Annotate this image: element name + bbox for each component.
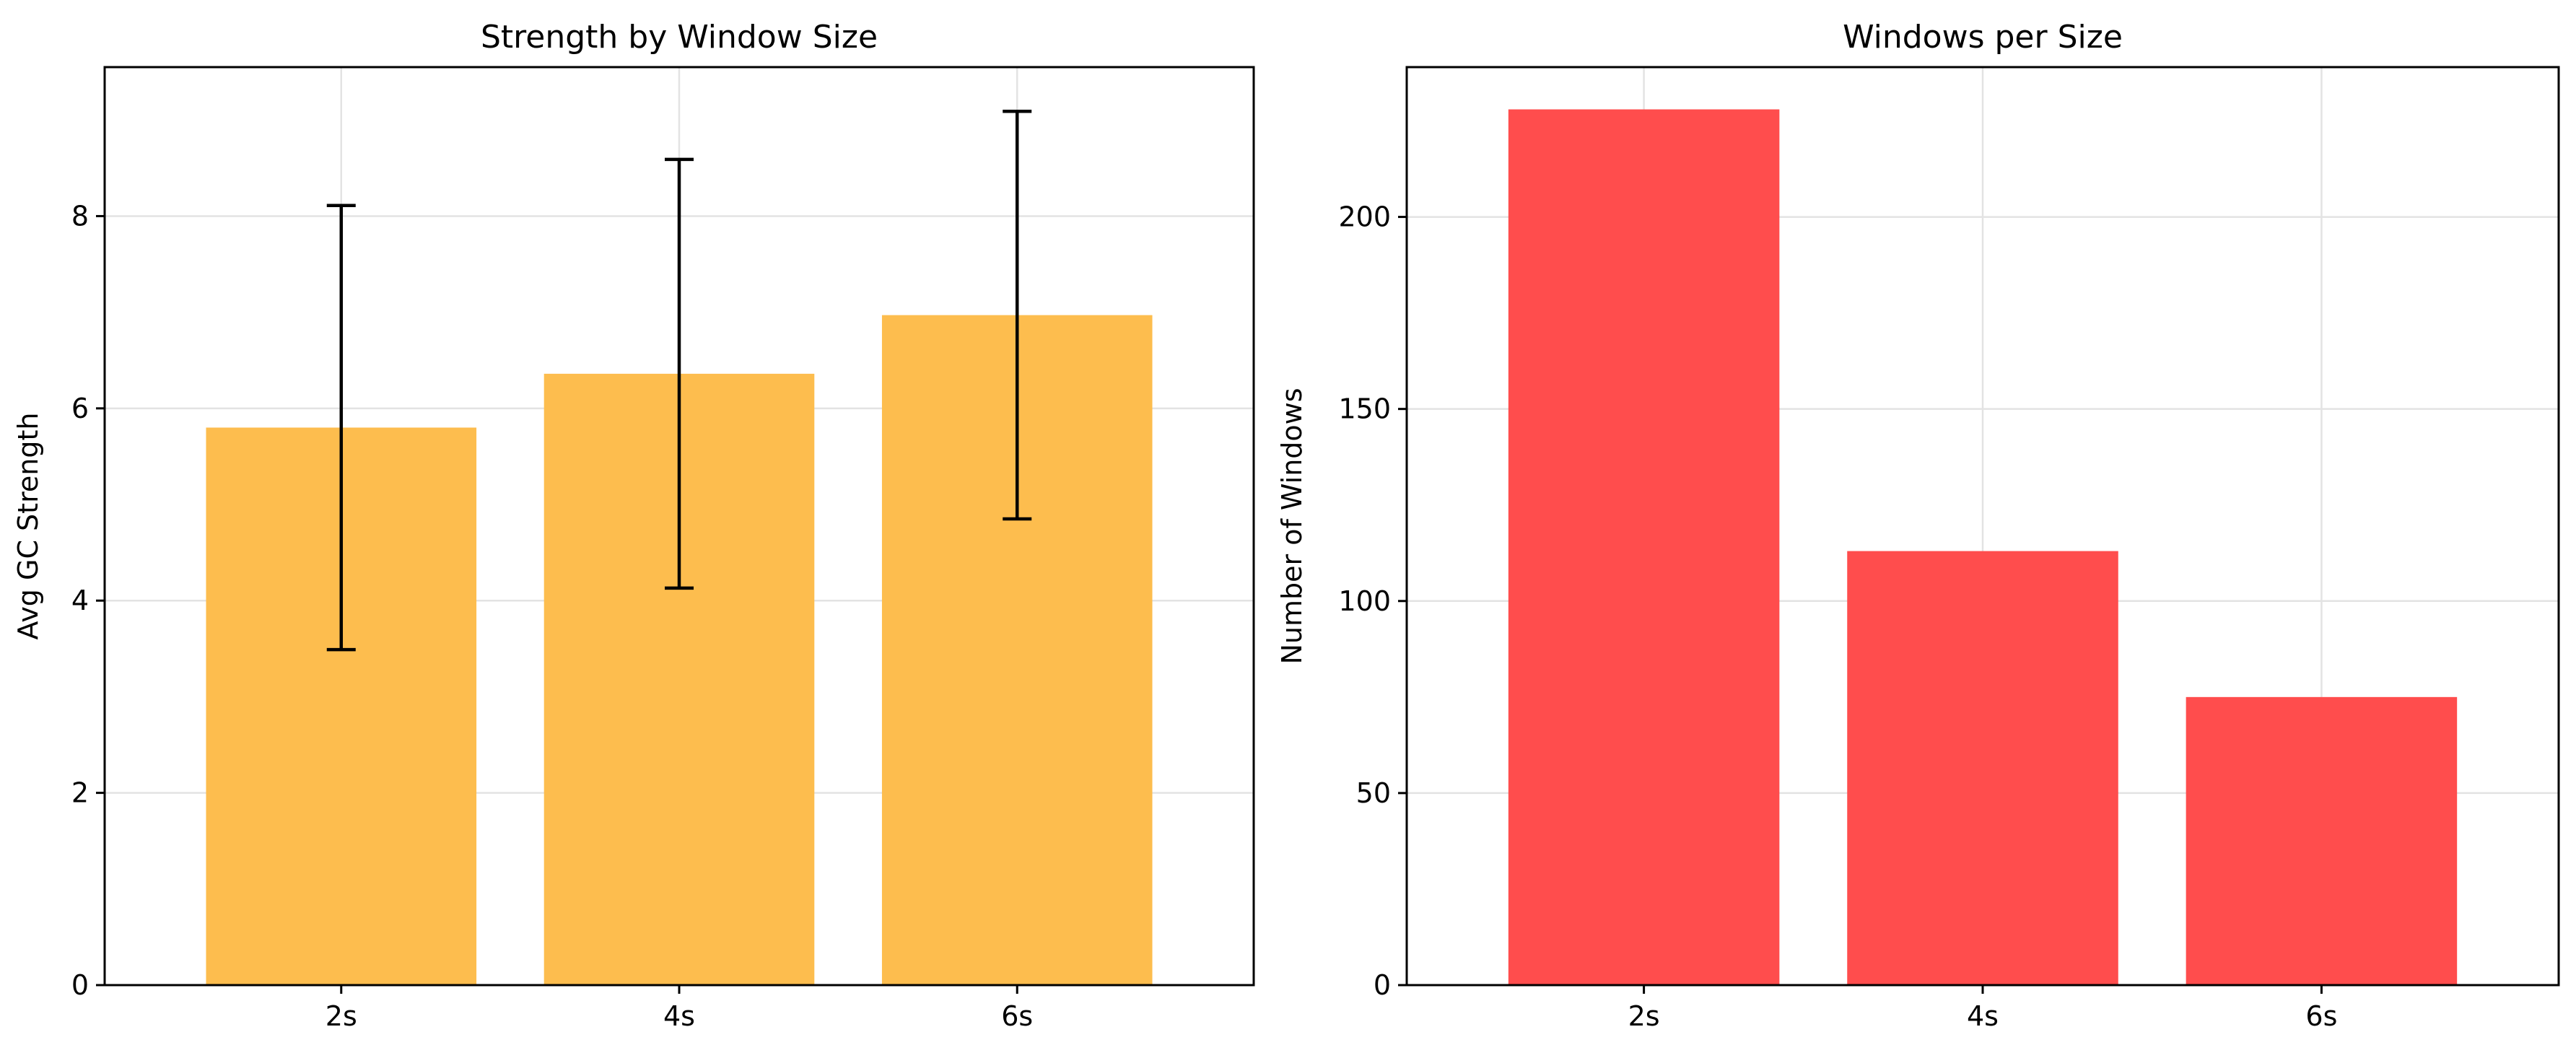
strength-chart-panel: 0 2 4 6 8 2s 4s 6s Strength by Window Size Avg GC… [12,19,1255,1032]
y-tick-label: 150 [1338,393,1391,425]
y-tick-label: 50 [1356,777,1391,809]
windows-chart-panel: 0 50 100 150 200 2s 4s 6s Windows per Size Number… [1276,19,2560,1032]
error-bar-2s [326,204,356,652]
chart-title: Strength by Window Size [481,19,878,56]
error-bar-6s [1003,110,1032,521]
x-tick-label: 6s [1001,1000,1033,1032]
y-tick-label: 2 [71,777,89,809]
y-tick-label: 6 [71,393,89,424]
x-tick-label: 4s [1967,1000,1999,1032]
bar-4s [1847,551,2118,985]
x-tick-label: 2s [1628,1000,1660,1032]
x-tick-label: 6s [2305,1000,2337,1032]
y-tick-label: 8 [71,200,89,232]
x-tick-label: 4s [663,1000,695,1032]
y-tick-label: 0 [1374,969,1391,1001]
y-axis-label: Avg GC Strength [12,413,44,640]
y-tick-label: 100 [1338,585,1391,617]
y-tick-label: 4 [71,585,89,616]
error-bar-4s [665,157,694,590]
bar-2s [1508,109,1780,985]
y-tick-label: 200 [1338,201,1391,233]
y-axis-label: Number of Windows [1276,388,1308,664]
bar-6s [2186,696,2458,985]
chart-title: Windows per Size [1843,19,2123,56]
y-tick-label: 0 [71,969,89,1001]
x-tick-label: 2s [326,1000,357,1032]
